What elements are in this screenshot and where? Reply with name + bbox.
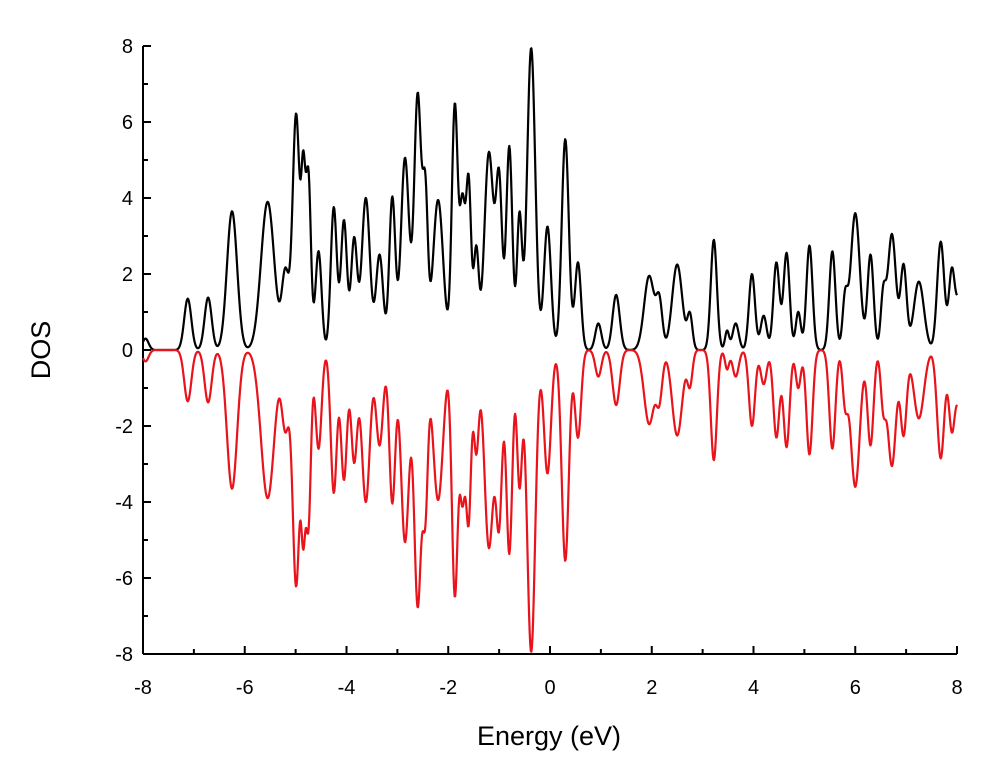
x-tick-label: 6 bbox=[850, 677, 861, 699]
tick-labels: -8 -6 -4 -2 0 2 4 6 8 -8 -6 -4 -2 0 2 4 6 8 bbox=[115, 36, 962, 699]
series-layer bbox=[142, 47, 959, 653]
y-tick-label: 4 bbox=[122, 188, 133, 210]
x-axis-title: Energy (eV) bbox=[477, 721, 621, 751]
x-tick-label: -4 bbox=[338, 677, 356, 699]
x-tick-label: -6 bbox=[236, 677, 254, 699]
y-tick-label: 6 bbox=[122, 112, 133, 134]
y-tick-label: -4 bbox=[115, 492, 133, 514]
y-tick-label: 8 bbox=[122, 36, 133, 58]
axes bbox=[142, 45, 958, 655]
x-tick-label: 8 bbox=[951, 677, 962, 699]
series-line-spin-down bbox=[142, 348, 959, 653]
y-tick-label: -2 bbox=[115, 416, 133, 438]
y-tick-label: -6 bbox=[115, 568, 133, 590]
x-tick-label: -8 bbox=[134, 677, 152, 699]
x-tick-label: 4 bbox=[748, 677, 759, 699]
series-line-spin-up bbox=[142, 47, 959, 352]
x-tick-label: 0 bbox=[544, 677, 555, 699]
y-tick-label: 2 bbox=[122, 264, 133, 286]
y-tick-label: 0 bbox=[122, 340, 133, 362]
x-tick-label: -2 bbox=[439, 677, 457, 699]
y-tick-label: -8 bbox=[115, 644, 133, 666]
x-tick-label: 2 bbox=[646, 677, 657, 699]
y-axis-title: DOS bbox=[26, 321, 56, 380]
